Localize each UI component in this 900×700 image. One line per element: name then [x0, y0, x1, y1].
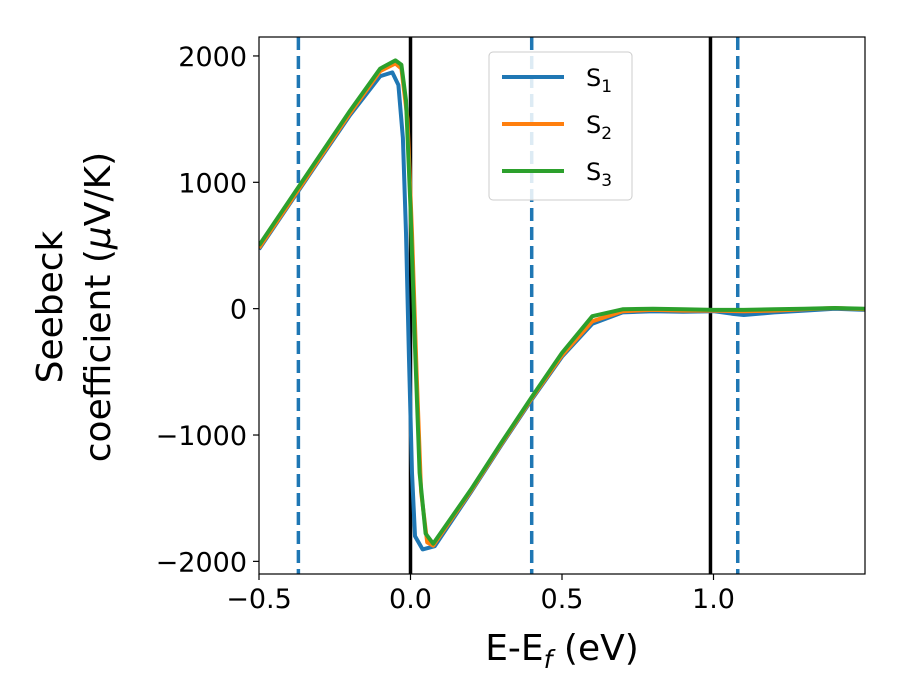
y-tick-label-0: −2000	[156, 547, 247, 578]
ticks: −0.5 0.0 0.5 1.0 −2000 −1000 0 1000 2000	[156, 42, 735, 615]
x-tick-label-3: 1.0	[692, 584, 735, 615]
plot-area	[259, 37, 865, 574]
legend-label-s1: S1	[586, 64, 612, 97]
y-tick-label-1: −1000	[156, 421, 247, 452]
legend-label-s2: S2	[586, 111, 612, 144]
y-axis-label-line1: Seebeck	[30, 230, 71, 383]
y-axis-label-line2: coefficient (μV/K)	[78, 152, 119, 462]
x-tick-label-0: −0.5	[226, 584, 292, 615]
y-tick-label-2: 0	[230, 295, 247, 326]
legend: S1 S2 S3	[488, 51, 633, 201]
x-tick-label-2: 0.5	[541, 584, 584, 615]
x-axis-label: E-Ef (eV)	[485, 628, 639, 674]
x-tick-label-1: 0.0	[389, 584, 432, 615]
y-tick-label-4: 2000	[178, 42, 247, 73]
legend-label-s3: S3	[586, 158, 612, 191]
y-tick-label-3: 1000	[178, 168, 247, 199]
y-axis-label: Seebeck coefficient (μV/K)	[30, 152, 119, 462]
series-line-s3	[259, 58, 865, 546]
